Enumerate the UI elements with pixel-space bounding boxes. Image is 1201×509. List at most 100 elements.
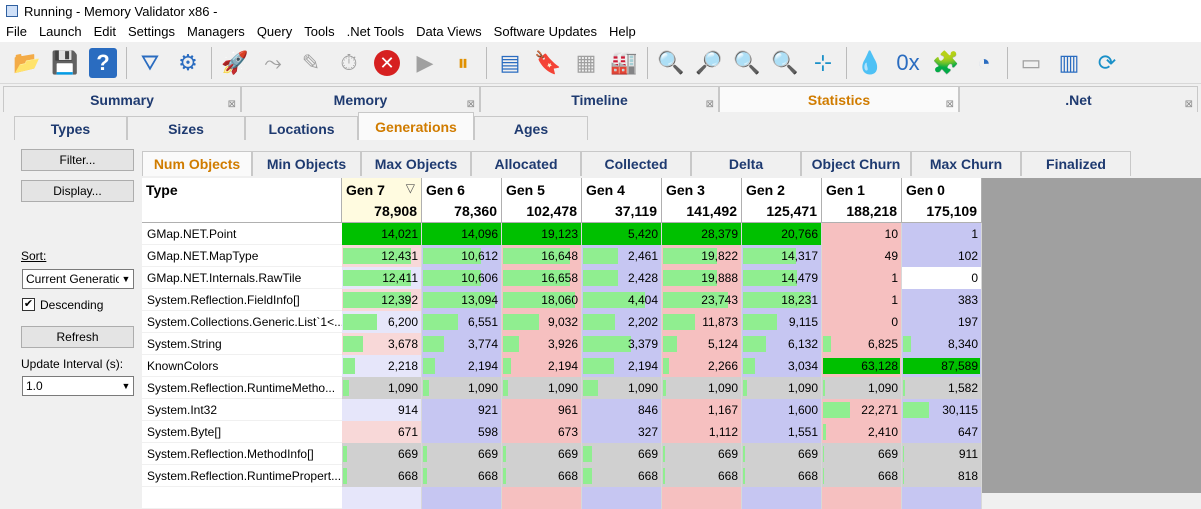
filter-button[interactable]: Filter... xyxy=(21,149,134,171)
find-address-button[interactable]: 🔎 xyxy=(692,46,726,80)
console-button[interactable]: ▭ xyxy=(1014,46,1048,80)
compare-button[interactable]: ▦ xyxy=(569,46,603,80)
update-button[interactable]: ⟳ xyxy=(1090,46,1124,80)
filter-button[interactable]: ⛛ xyxy=(133,46,167,80)
puzzle-button[interactable]: 🧩 xyxy=(929,46,963,80)
close-icon[interactable]: ⊠ xyxy=(705,99,714,110)
goto-button[interactable]: ⊹ xyxy=(806,46,840,80)
table-row[interactable]: KnownColors 2,218 2,194 2,194 2,194 2,266 3,03… xyxy=(142,355,982,377)
menu-net-tools[interactable]: .Net Tools xyxy=(346,24,405,39)
cd-button[interactable]: 0x xyxy=(891,46,925,80)
tab-num-objects[interactable]: Num Objects xyxy=(142,151,252,176)
column-header-gen-2[interactable]: Gen 2 125,471 xyxy=(742,178,822,223)
menu-managers[interactable]: Managers xyxy=(187,24,245,39)
tab-sizes[interactable]: Sizes xyxy=(127,116,245,140)
launch-rocket-button[interactable]: 🚀 xyxy=(218,46,252,80)
menu-edit[interactable]: Edit xyxy=(93,24,117,39)
sort-select[interactable]: Current Generation ▼ xyxy=(22,269,134,289)
help-button[interactable]: ? xyxy=(86,46,120,80)
descending-checkbox[interactable]: ✔ xyxy=(22,298,35,311)
display-button[interactable]: Display... xyxy=(21,180,134,202)
value-text: 8,340 xyxy=(947,337,978,351)
table-row[interactable]: System.Collections.Generic.List`1<... 6,2… xyxy=(142,311,982,333)
tab-types[interactable]: Types xyxy=(14,116,127,140)
tab-locations[interactable]: Locations xyxy=(245,116,358,140)
search-button[interactable]: 🔍 xyxy=(654,46,688,80)
tab-memory[interactable]: Memory ⊠ xyxy=(241,86,480,112)
table-row[interactable]: System.Reflection.RuntimeMetho... 1,090 1,… xyxy=(142,377,982,399)
tab-summary[interactable]: Summary ⊠ xyxy=(3,86,241,112)
find-id-button[interactable]: 🔍 xyxy=(768,46,802,80)
add-watermark-button[interactable]: ▤ xyxy=(493,46,527,80)
menu-help[interactable]: Help xyxy=(609,24,636,39)
tab-statistics[interactable]: Statistics ⊠ xyxy=(719,86,959,112)
table-row[interactable]: System.String 3,678 3,774 3,926 3,379 5,124 6,… xyxy=(142,333,982,355)
tab-finalized[interactable]: Finalized xyxy=(1021,151,1131,176)
tab-generations[interactable]: Generations xyxy=(358,112,474,140)
columns-button[interactable]: ▥ xyxy=(1052,46,1086,80)
menu-tools[interactable]: Tools xyxy=(304,24,335,39)
inject-button[interactable]: ⤳ xyxy=(256,46,290,80)
settings-gear-button[interactable]: ⚙ xyxy=(171,46,205,80)
leak-drop-button[interactable]: 💧 xyxy=(853,46,887,80)
tab-timeline[interactable]: Timeline ⊠ xyxy=(480,86,719,112)
table-row[interactable]: GMap.NET.Point 14,021 14,096 19,123 5,420 28,… xyxy=(142,223,982,245)
save-button[interactable]: 💾 xyxy=(48,46,82,80)
column-total: 175,109 xyxy=(926,203,977,219)
menu-query[interactable]: Query xyxy=(256,24,293,39)
table-row[interactable]: System.Byte[] 671 598 673 327 1,112 1,551 2,410… xyxy=(142,421,982,443)
table-row[interactable]: System.Reflection.RuntimePropert... 668 66… xyxy=(142,465,982,487)
value-bar xyxy=(583,292,645,308)
pause-button[interactable]: ⏸ xyxy=(446,46,480,80)
stopwatch-button[interactable]: ⏱ xyxy=(332,46,366,80)
tab-min-objects[interactable]: Min Objects xyxy=(252,151,361,176)
update-interval-select[interactable]: 1.0 ▼ xyxy=(22,376,134,396)
type-name-cell: System.Collections.Generic.List`1<... xyxy=(142,311,342,333)
column-header-gen-3[interactable]: Gen 3 141,492 xyxy=(662,178,742,223)
close-icon[interactable]: ⊠ xyxy=(1184,99,1193,110)
stop-button[interactable]: ✕ xyxy=(370,46,404,80)
refresh-clock-button[interactable]: ◔ xyxy=(967,46,1001,80)
factory-button[interactable]: 🏭 xyxy=(607,46,641,80)
table-row[interactable]: System.Int32 914 921 961 846 1,167 1,600 22,271… xyxy=(142,399,982,421)
value-bar xyxy=(823,380,825,396)
menu-settings[interactable]: Settings xyxy=(128,24,175,39)
find-object-button[interactable]: 🔍 xyxy=(730,46,764,80)
close-icon[interactable]: ⊠ xyxy=(466,99,475,110)
menu-launch[interactable]: Launch xyxy=(38,24,82,39)
type-column-header[interactable]: Type xyxy=(142,178,342,223)
tab-object-churn[interactable]: Object Churn xyxy=(801,151,911,176)
column-header-gen-5[interactable]: Gen 5 102,478 xyxy=(502,178,582,223)
table-row[interactable]: System.Reflection.FieldInfo[] 12,392 13,09… xyxy=(142,289,982,311)
tab-max-churn[interactable]: Max Churn xyxy=(911,151,1021,176)
column-header-gen-4[interactable]: Gen 4 37,119 xyxy=(582,178,662,223)
column-header-gen-6[interactable]: Gen 6 78,360 xyxy=(422,178,502,223)
tab-delta[interactable]: Delta xyxy=(691,151,801,176)
table-row[interactable]: System.Reflection.MethodInfo[] 669 669 669 6… xyxy=(142,443,982,465)
menu-data-views[interactable]: Data Views xyxy=(416,24,482,39)
table-row[interactable]: GMap.NET.MapType 12,431 10,612 16,648 2,461 1… xyxy=(142,245,982,267)
column-header-gen-1[interactable]: Gen 1 188,218 xyxy=(822,178,902,223)
value-text: 1,167 xyxy=(707,403,738,417)
syringe-button[interactable]: ✎ xyxy=(294,46,328,80)
close-icon[interactable]: ⊠ xyxy=(945,99,954,110)
close-icon[interactable]: ⊠ xyxy=(227,99,236,110)
tab-max-objects[interactable]: Max Objects xyxy=(361,151,471,176)
column-header-gen-7[interactable]: Gen 7 78,908 ▽ xyxy=(342,178,422,223)
menu-software-updates[interactable]: Software Updates xyxy=(493,24,598,39)
menu-file[interactable]: File xyxy=(6,24,27,39)
refresh-button[interactable]: Refresh xyxy=(21,326,134,348)
tab-ages[interactable]: Ages xyxy=(474,116,588,140)
column-header-gen-0[interactable]: Gen 0 175,109 xyxy=(902,178,982,223)
open-button[interactable]: 📂 xyxy=(10,46,44,80)
value-text: 18,231 xyxy=(781,293,818,307)
tab-collected[interactable]: Collected xyxy=(581,151,691,176)
value-text: 1 xyxy=(891,271,898,285)
table-row[interactable]: GMap.NET.Internals.RawTile 12,411 10,606 16… xyxy=(142,267,982,289)
value-cell: 921 xyxy=(422,399,502,421)
tab-net[interactable]: .Net ⊠ xyxy=(959,86,1198,112)
play-button[interactable]: ▶ xyxy=(408,46,442,80)
table-row[interactable] xyxy=(142,487,982,509)
add-bookmark-button[interactable]: 🔖 xyxy=(531,46,565,80)
tab-allocated[interactable]: Allocated xyxy=(471,151,581,176)
